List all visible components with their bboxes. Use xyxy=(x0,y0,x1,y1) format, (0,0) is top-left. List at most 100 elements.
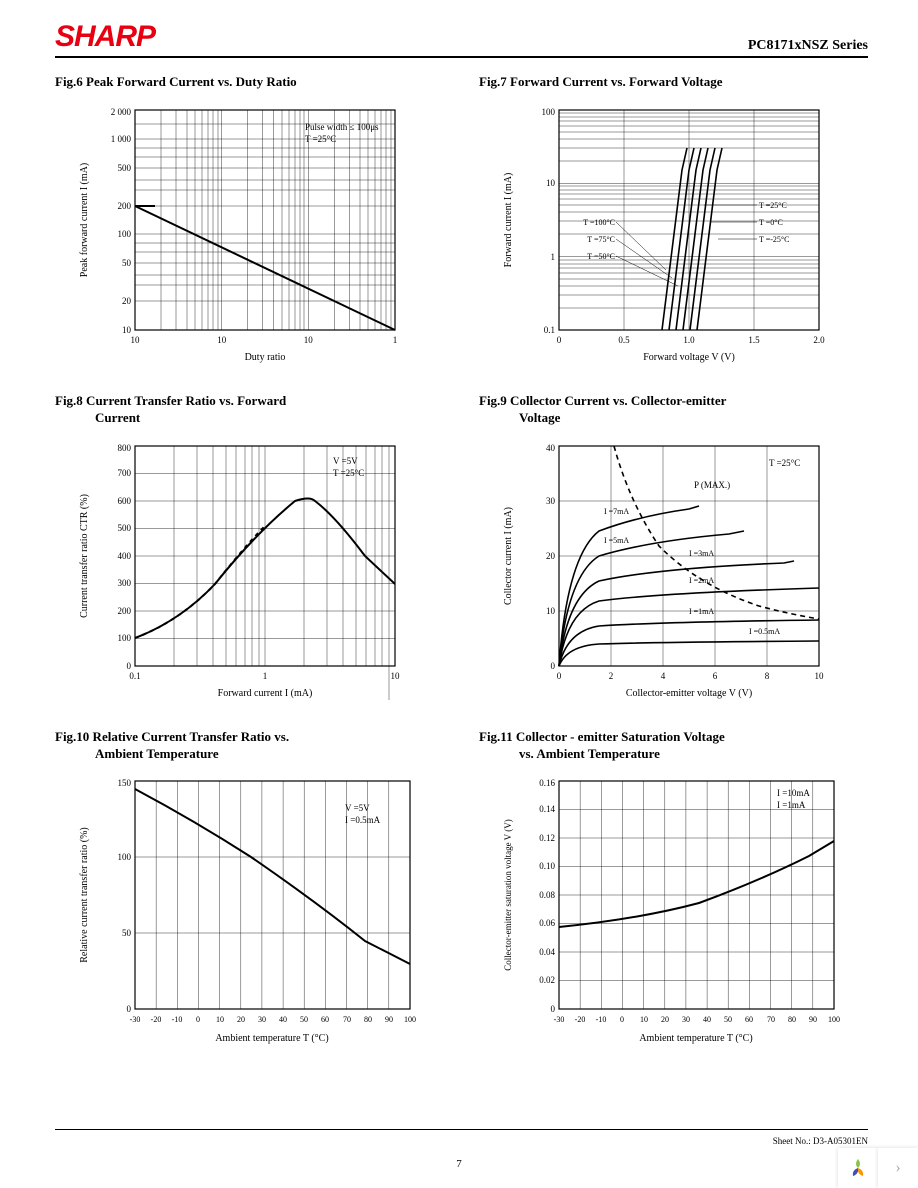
svg-text:0.12: 0.12 xyxy=(539,833,555,843)
svg-text:-20: -20 xyxy=(574,1015,585,1024)
svg-text:0.02: 0.02 xyxy=(539,975,555,985)
svg-text:4: 4 xyxy=(660,671,665,681)
svg-text:0.04: 0.04 xyxy=(539,947,555,957)
fig11-block: Fig.11 Collector - emitter Saturation Vo… xyxy=(479,729,868,1057)
svg-text:10: 10 xyxy=(216,1015,224,1024)
fig8-chart: V =5V T =25°C 0 100 200 300 400 500 600 … xyxy=(65,431,435,711)
svg-text:-30: -30 xyxy=(129,1015,140,1024)
svg-text:60: 60 xyxy=(321,1015,329,1024)
svg-text:200: 200 xyxy=(117,606,131,616)
svg-text:1: 1 xyxy=(550,252,555,262)
svg-text:Peak forward current I (mA: Peak forward current I (mA) xyxy=(79,163,90,277)
svg-text:100: 100 xyxy=(117,852,131,862)
fig11-title: Fig.11 Collector - emitter Saturation Vo… xyxy=(479,729,868,763)
svg-text:0: 0 xyxy=(550,1004,555,1014)
svg-text:0.10: 0.10 xyxy=(539,861,555,871)
svg-text:1: 1 xyxy=(392,335,397,345)
svg-text:0.5: 0.5 xyxy=(618,335,630,345)
svg-text:0.08: 0.08 xyxy=(539,890,555,900)
svg-text:1 000: 1 000 xyxy=(110,134,131,144)
svg-text:0.06: 0.06 xyxy=(539,918,555,928)
svg-text:T =-25°C: T =-25°C xyxy=(759,235,789,244)
svg-text:2: 2 xyxy=(608,671,613,681)
corner-logo-icon[interactable] xyxy=(838,1148,878,1188)
svg-text:30: 30 xyxy=(258,1015,266,1024)
fig10-block: Fig.10 Relative Current Transfer Ratio v… xyxy=(55,729,444,1057)
svg-text:70: 70 xyxy=(343,1015,351,1024)
page-header: SHARP PC8171xNSZ Series xyxy=(55,20,868,58)
svg-text:I =0.5mA: I =0.5mA xyxy=(345,815,381,825)
svg-text:50: 50 xyxy=(300,1015,308,1024)
svg-text:200: 200 xyxy=(117,201,131,211)
svg-text:100: 100 xyxy=(404,1015,416,1024)
series-label: PC8171xNSZ Series xyxy=(748,38,868,54)
svg-text:T =75°C: T =75°C xyxy=(587,235,615,244)
svg-text:1: 1 xyxy=(262,671,267,681)
svg-text:-30: -30 xyxy=(553,1015,564,1024)
page-number: 7 xyxy=(456,1158,462,1170)
svg-text:700: 700 xyxy=(117,468,131,478)
svg-text:Collector current I (mA): Collector current I (mA) xyxy=(503,507,514,605)
fig8-title: Fig.8 Current Transfer Ratio vs. Forward… xyxy=(55,393,444,427)
svg-text:20: 20 xyxy=(122,296,132,306)
svg-text:100: 100 xyxy=(117,633,131,643)
svg-text:0.16: 0.16 xyxy=(539,778,555,788)
fig7-chart: T =100°C T =75°C T =50°C T =25°C T =0°C … xyxy=(489,95,859,375)
svg-text:100: 100 xyxy=(828,1015,840,1024)
svg-text:Ambient temperature T (°C): Ambient temperature T (°C) xyxy=(639,1033,752,1044)
svg-text:P (MAX.): P (MAX.) xyxy=(694,480,730,490)
svg-text:70: 70 xyxy=(767,1015,775,1024)
svg-text:500: 500 xyxy=(117,523,131,533)
svg-text:I =3mA: I =3mA xyxy=(689,549,714,558)
svg-text:I =1mA: I =1mA xyxy=(777,800,806,810)
svg-text:Ambient temperature T (°C): Ambient temperature T (°C) xyxy=(215,1033,328,1044)
svg-text:40: 40 xyxy=(703,1015,711,1024)
svg-text:T =25°C: T =25°C xyxy=(769,458,800,468)
svg-text:-10: -10 xyxy=(595,1015,606,1024)
svg-text:I =10mA: I =10mA xyxy=(777,788,810,798)
fig6-block: Fig.6 Peak Forward Current vs. Duty Rati… xyxy=(55,74,444,375)
sheet-number: Sheet No.: D3-A05301EN xyxy=(773,1136,868,1146)
svg-text:I =7mA: I =7mA xyxy=(604,507,629,516)
svg-text:10: 10 xyxy=(546,178,556,188)
svg-text:50: 50 xyxy=(122,258,132,268)
svg-text:20: 20 xyxy=(546,551,556,561)
svg-text:Relative current transfer rati: Relative current transfer ratio (%) xyxy=(79,828,90,964)
svg-text:Pulse width ≤ 100μs: Pulse width ≤ 100μs xyxy=(305,122,379,132)
svg-text:8: 8 xyxy=(764,671,769,681)
fig7-block: Fig.7 Forward Current vs. Forward Voltag… xyxy=(479,74,868,375)
svg-text:10: 10 xyxy=(814,671,824,681)
sharp-logo: SHARP xyxy=(55,20,155,54)
svg-text:1.0: 1.0 xyxy=(683,335,695,345)
svg-text:Collector-emitter voltage V: Collector-emitter voltage V (V) xyxy=(625,688,751,699)
svg-text:400: 400 xyxy=(117,551,131,561)
svg-text:60: 60 xyxy=(745,1015,753,1024)
svg-text:Duty ratio: Duty ratio xyxy=(244,352,285,363)
svg-text:100: 100 xyxy=(541,107,555,117)
svg-text:T =25°C: T =25°C xyxy=(759,201,787,210)
svg-text:0: 0 xyxy=(196,1015,200,1024)
svg-text:500: 500 xyxy=(117,163,131,173)
svg-text:I =0.5mA: I =0.5mA xyxy=(749,627,780,636)
fig10-chart: V =5V I =0.5mA 0 50 100 150 -30 -20 -10 … xyxy=(65,766,435,1056)
svg-text:2 000: 2 000 xyxy=(110,107,131,117)
svg-text:2.0: 2.0 xyxy=(813,335,825,345)
svg-text:Forward current I (mA): Forward current I (mA) xyxy=(217,688,312,699)
svg-text:0.14: 0.14 xyxy=(539,804,555,814)
svg-text:40: 40 xyxy=(279,1015,287,1024)
svg-text:I =5mA: I =5mA xyxy=(604,536,629,545)
fig9-block: Fig.9 Collector Current vs. Collector-em… xyxy=(479,393,868,711)
svg-text:0.1: 0.1 xyxy=(543,325,554,335)
svg-text:T =50°C: T =50°C xyxy=(587,252,615,261)
svg-text:I =2mA: I =2mA xyxy=(689,576,714,585)
svg-text:10: 10 xyxy=(122,325,132,335)
svg-text:150: 150 xyxy=(117,778,131,788)
charts-grid: Fig.6 Peak Forward Current vs. Duty Rati… xyxy=(55,74,868,1056)
svg-text:10: 10 xyxy=(546,606,556,616)
svg-text:100: 100 xyxy=(117,229,131,239)
svg-text:T =25°C: T =25°C xyxy=(305,134,336,144)
next-page-icon[interactable]: › xyxy=(878,1148,918,1188)
svg-text:Collector-emitter saturation v: Collector-emitter saturation voltage V (… xyxy=(503,820,513,971)
svg-text:0: 0 xyxy=(620,1015,624,1024)
svg-text:Current transfer ratio CTR (%): Current transfer ratio CTR (%) xyxy=(79,494,90,618)
